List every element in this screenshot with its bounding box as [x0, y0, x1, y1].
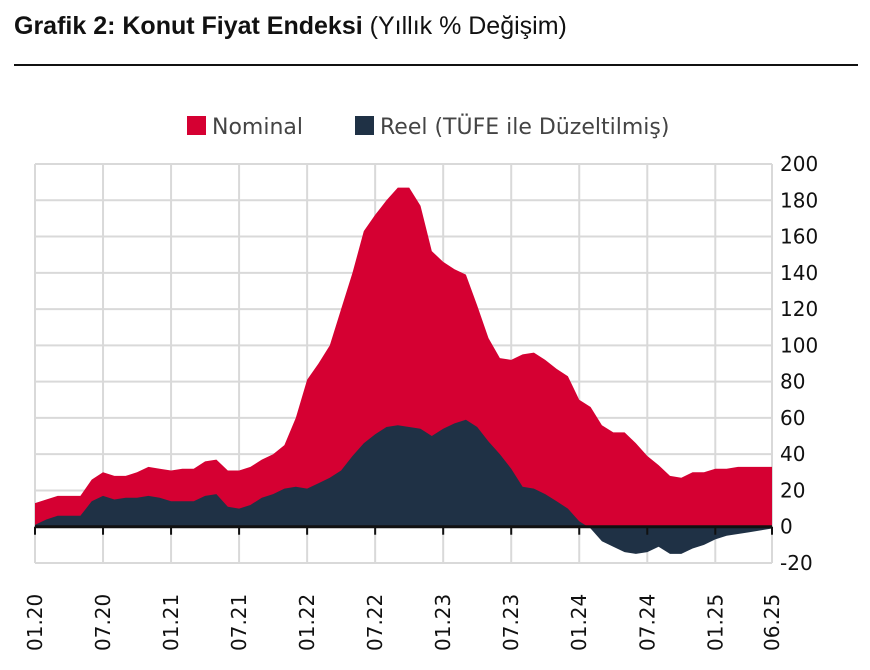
x-tick-label: 07.24	[635, 594, 659, 651]
y-tick-label: 80	[780, 370, 805, 394]
x-tick-label: 06.25	[760, 594, 784, 651]
y-tick-label: 20	[780, 478, 805, 502]
x-tick-label: 01.24	[567, 594, 591, 651]
legend: Nominal Reel (TÜFE ile Düzeltilmiş)	[187, 114, 669, 140]
y-tick-label: 140	[780, 261, 818, 285]
x-tick-labels: 01.20 07.20 01.21 07.21 01.22 07.22 01.23 07.23…	[23, 594, 784, 651]
area-reel	[35, 419, 772, 554]
y-tick-label: 60	[780, 406, 805, 430]
areas	[35, 187, 772, 554]
y-tick-label: -20	[780, 551, 813, 575]
x-tick-label: 01.22	[295, 594, 319, 651]
title-divider	[14, 64, 858, 66]
area-nominal	[35, 187, 772, 527]
chart-title: Grafik 2: Konut Fiyat Endeksi (Yıllık % …	[14, 12, 567, 41]
x-tick-label: 01.21	[159, 594, 183, 651]
y-tick-label: 160	[780, 225, 818, 249]
y-tick-label: 0	[780, 515, 793, 539]
y-tick-label: 200	[780, 152, 818, 176]
chart-title-subtitle: (Yıllık % Değişim)	[362, 12, 567, 40]
y-tick-label: 180	[780, 188, 818, 212]
x-axis	[34, 525, 773, 535]
x-tick-label: 07.23	[499, 594, 523, 651]
y-tick-label: 120	[780, 297, 818, 321]
x-tick-label: 01.23	[431, 594, 455, 651]
x-tick-label: 01.25	[703, 594, 727, 651]
legend-label-reel: Reel (TÜFE ile Düzeltilmiş)	[380, 114, 669, 140]
x-tick-label: 07.21	[227, 594, 251, 651]
legend-label-nominal: Nominal	[212, 115, 303, 140]
y-tick-label: 100	[780, 333, 818, 357]
legend-swatch-nominal	[187, 116, 206, 135]
legend-swatch-reel	[355, 116, 374, 135]
x-tick-label: 07.20	[91, 594, 115, 651]
x-tick-label: 07.22	[363, 594, 387, 651]
chart-title-bold: Grafik 2: Konut Fiyat Endeksi	[14, 12, 363, 40]
x-tick-label: 01.20	[23, 594, 47, 651]
y-tick-label: 40	[780, 442, 805, 466]
